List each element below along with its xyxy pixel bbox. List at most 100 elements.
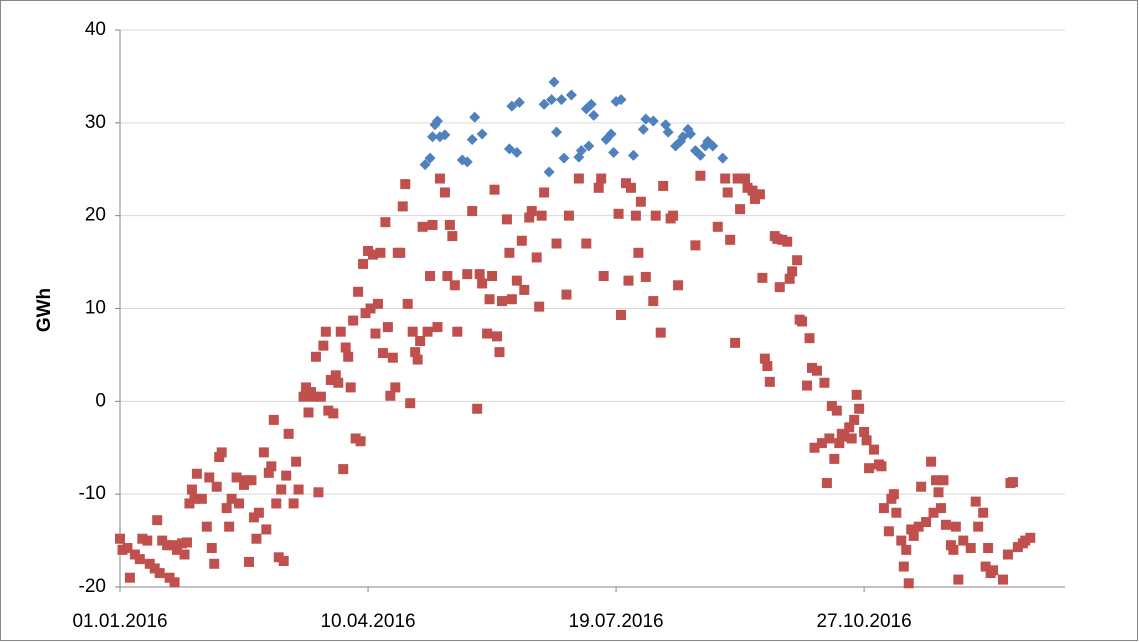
square-point <box>883 526 894 537</box>
square-point <box>1025 532 1036 543</box>
square-point <box>234 498 245 509</box>
diamond-point <box>637 123 649 135</box>
square-point <box>504 247 515 258</box>
square-point <box>901 544 912 555</box>
square-point <box>573 173 584 184</box>
square-point <box>849 414 860 425</box>
square-point <box>397 201 408 212</box>
square-point <box>519 284 530 295</box>
square-point <box>181 537 192 548</box>
square-point <box>933 487 944 498</box>
square-point <box>358 258 369 269</box>
square-point <box>320 326 331 337</box>
diamond-point <box>717 152 729 164</box>
square-point <box>921 517 932 528</box>
square-point <box>432 322 443 333</box>
square-point <box>896 535 907 546</box>
square-point <box>422 326 433 337</box>
square-point <box>169 577 180 588</box>
square-point <box>124 572 135 583</box>
square-point <box>449 280 460 291</box>
square-point <box>415 335 426 346</box>
square-point <box>226 493 237 504</box>
square-point <box>539 187 550 198</box>
square-point <box>370 328 381 339</box>
square-point <box>668 210 679 221</box>
square-point <box>427 219 438 230</box>
square-point <box>551 238 562 249</box>
square-point <box>258 447 269 458</box>
square-point <box>782 236 793 247</box>
square-point <box>980 561 991 572</box>
y-tick-label: 0 <box>95 390 106 411</box>
square-point <box>340 342 351 353</box>
square-point <box>134 554 145 565</box>
diamond-point <box>608 147 620 159</box>
square-point <box>425 271 436 282</box>
square-point <box>839 431 850 442</box>
square-point <box>281 470 292 481</box>
square-point <box>318 340 329 351</box>
square-point <box>829 453 840 464</box>
square-point <box>271 498 282 509</box>
square-point <box>402 298 413 309</box>
square-point <box>561 289 572 300</box>
square-point <box>353 286 364 297</box>
diamond-point <box>503 143 515 155</box>
square-point <box>293 484 304 495</box>
square-point <box>988 565 999 576</box>
diamond-point <box>588 109 600 121</box>
square-point <box>385 390 396 401</box>
diamond-point <box>558 152 570 164</box>
square-point <box>380 217 391 228</box>
square-point <box>973 521 984 532</box>
diamond-point <box>548 76 560 88</box>
diamond-point <box>585 98 597 110</box>
square-point <box>501 214 512 225</box>
square-point <box>209 558 220 569</box>
square-point <box>725 234 736 245</box>
square-point <box>695 170 706 181</box>
square-point <box>355 436 366 447</box>
square-point <box>834 438 845 449</box>
square-point <box>563 210 574 221</box>
diamond-point <box>476 128 488 140</box>
square-point <box>179 549 190 560</box>
square-point <box>965 543 976 554</box>
square-point <box>732 173 743 184</box>
x-tick-label: 27.10.2016 <box>817 611 912 632</box>
square-point <box>115 533 125 544</box>
square-point <box>410 347 421 358</box>
square-point <box>372 298 383 309</box>
square-point <box>288 498 299 509</box>
square-point <box>412 354 423 365</box>
square-point <box>333 377 344 388</box>
square-point <box>489 184 500 195</box>
square-point <box>935 503 946 514</box>
square-point <box>462 269 473 280</box>
square-point <box>206 543 217 554</box>
square-point <box>747 185 758 196</box>
square-point <box>854 403 865 414</box>
square-point <box>983 543 994 554</box>
x-tick-label: 01.01.2016 <box>72 611 167 632</box>
square-point <box>482 328 493 339</box>
square-point <box>477 278 488 289</box>
square-point <box>291 456 302 467</box>
square-point <box>690 240 701 251</box>
diamond-point <box>466 134 478 146</box>
diamond-point <box>583 140 595 152</box>
square-point <box>787 266 798 277</box>
square-point <box>315 391 326 402</box>
square-point <box>926 456 937 467</box>
square-point <box>888 489 899 500</box>
diamond-point <box>427 131 439 143</box>
square-point <box>211 481 222 492</box>
y-tick-label: 10 <box>85 298 106 319</box>
square-point <box>338 464 349 475</box>
y-tick-label: -10 <box>79 483 106 504</box>
diamond-point <box>640 113 652 125</box>
square-point <box>251 533 262 544</box>
square-point <box>472 403 483 414</box>
